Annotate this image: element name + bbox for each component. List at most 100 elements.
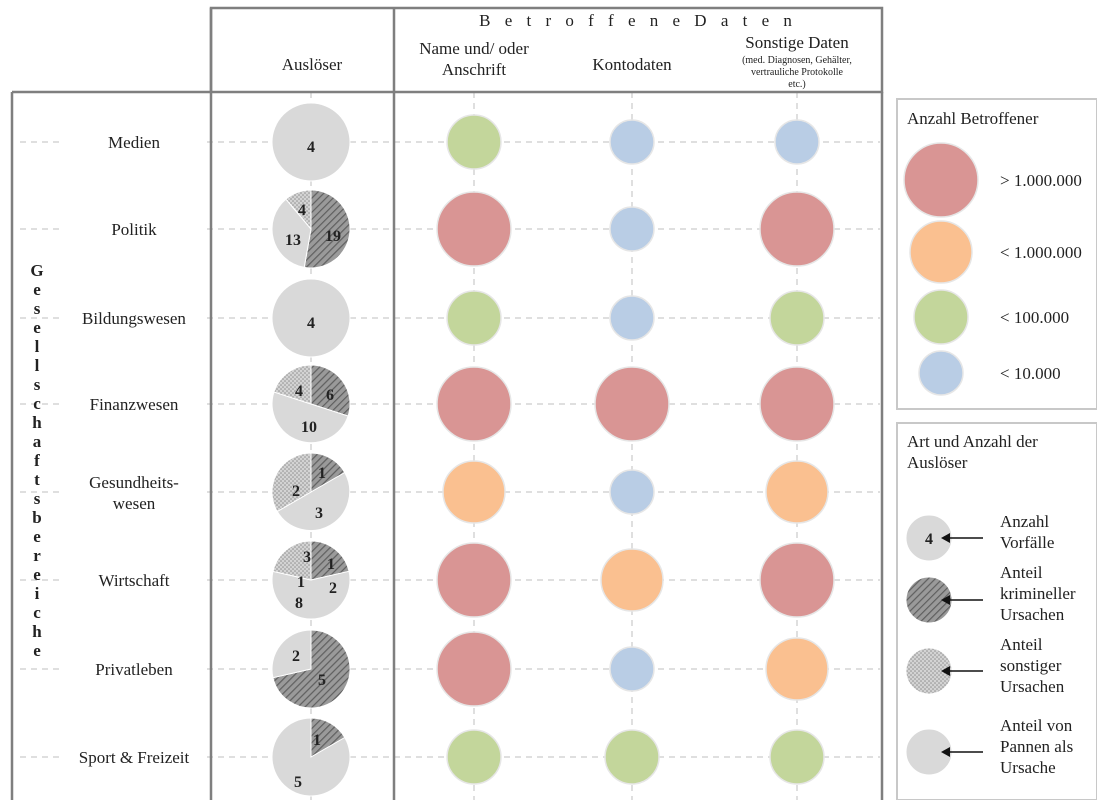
row-finanzwesen-label: Finanzwesen xyxy=(90,395,179,414)
header-cell-2 xyxy=(560,36,704,90)
row-wirtschaft-pie-label: 8 xyxy=(295,595,303,612)
row-finanzwesen-bubble-2 xyxy=(594,366,670,442)
row-sport-freizeit-label: Sport & Freizeit xyxy=(79,748,190,767)
row-medien-bubble-2 xyxy=(609,119,655,165)
legend-trigger-label-other: sonstiger xyxy=(1000,656,1062,675)
legend-trigger-label-mishap: Pannen als xyxy=(1000,737,1073,756)
row-axis-letter: i xyxy=(35,584,40,603)
legend-trigger-title: Art und Anzahl der xyxy=(907,432,1038,451)
row-wirtschaft-pie-mishap xyxy=(271,570,351,620)
legend-trigger-label-other: Ursachen xyxy=(1000,677,1065,696)
row-finanzwesen-pie-mishap xyxy=(271,391,349,444)
row-bildungswesen-pie-mishap xyxy=(271,278,351,358)
row-politik-pie-mishap xyxy=(271,198,312,268)
row-medien-label: Medien xyxy=(108,133,160,152)
row-axis-letter: e xyxy=(33,527,41,546)
row-politik-pie-label: 19 xyxy=(325,228,341,245)
row-privatleben-bubble-3 xyxy=(765,637,829,701)
legend-arrow-head-other xyxy=(941,666,950,676)
row-axis-letter: e xyxy=(33,565,41,584)
row-gesundheits-wesen-label-cell xyxy=(63,471,205,513)
legend-size-swatch-2 xyxy=(909,220,973,284)
header-column-label-3: Sonstige Daten xyxy=(745,33,849,52)
row-finanzwesen-pie-label: 6 xyxy=(326,387,334,404)
row-finanzwesen-pie-other xyxy=(273,364,312,405)
row-medien-bubble-3 xyxy=(774,119,820,165)
legend-trigger-label-criminal: krimineller xyxy=(1000,584,1076,603)
row-gesundheits-wesen-bubble-1 xyxy=(442,460,506,524)
row-politik-bubble-1 xyxy=(436,191,512,267)
row-axis-letter: e xyxy=(33,641,41,660)
row-gesundheits-wesen-pie-label: 1 xyxy=(318,465,326,482)
header-column-label-1: Name und/ oder xyxy=(419,39,529,58)
header-trigger-cell xyxy=(240,36,384,90)
marks-layer xyxy=(271,102,835,797)
row-bildungswesen-bubble-3 xyxy=(769,290,825,346)
row-politik-bubble-3 xyxy=(759,191,835,267)
row-wirtschaft-pie-label: 2 xyxy=(329,580,337,597)
row-medien-label-cell xyxy=(63,121,205,163)
legend-size-title: Anzahl Betroffener xyxy=(907,109,1039,128)
row-axis-letter: s xyxy=(34,489,41,508)
legend-trigger-example-count: 4 xyxy=(925,531,933,548)
row-gesundheits-wesen-pie-mishap xyxy=(276,471,351,531)
row-finanzwesen-pie-label: 4 xyxy=(295,383,303,400)
row-privatleben-pie-label: 5 xyxy=(318,672,326,689)
legend-size-swatch-3 xyxy=(913,289,969,345)
legend-trigger-label-criminal: Anteil xyxy=(1000,563,1043,582)
legend-size-label-4: < 10.000 xyxy=(1000,364,1061,383)
row-medien-pie-mishap xyxy=(271,102,351,182)
legend-trigger-title: Auslöser xyxy=(907,453,968,472)
row-axis-letter: s xyxy=(34,375,41,394)
row-privatleben-pie-mishap xyxy=(271,629,312,679)
legend-size-label-2: < 1.000.000 xyxy=(1000,243,1082,262)
row-sport-freizeit-label-cell xyxy=(63,736,205,778)
row-politik-pie-other xyxy=(285,189,312,231)
legend-trigger-label-mishap: Ursache xyxy=(1000,758,1056,777)
header-cell-1 xyxy=(402,36,546,90)
legend-arrow-head-criminal xyxy=(941,595,950,605)
row-privatleben-bubble-2 xyxy=(609,646,655,692)
row-medien-pie-label: 4 xyxy=(307,139,315,156)
row-finanzwesen-label-cell xyxy=(63,383,205,425)
row-axis-letter: l xyxy=(35,356,40,375)
legend-size-label-1: > 1.000.000 xyxy=(1000,171,1082,190)
legend-trigger-label-count: Vorfälle xyxy=(1000,533,1054,552)
row-wirtschaft-bubble-2 xyxy=(600,548,664,612)
row-axis-letter: f xyxy=(34,451,40,470)
row-gesundheits-wesen-label: Gesundheits- xyxy=(89,473,179,492)
row-politik-pie-label: 13 xyxy=(285,232,301,249)
legend-trigger-label-mishap: Anteil von xyxy=(1000,716,1073,735)
row-sport-freizeit-pie-mishap xyxy=(271,717,351,797)
row-axis-letter: c xyxy=(33,394,41,413)
row-axis-letter: s xyxy=(34,299,41,318)
row-gesundheits-wesen-bubble-2 xyxy=(609,469,655,515)
row-sport-freizeit-bubble-1 xyxy=(446,729,502,785)
header-column-label-1: Anschrift xyxy=(442,60,506,79)
header-trigger-label: Auslöser xyxy=(282,55,343,74)
row-axis-letter: h xyxy=(32,622,42,641)
legend-size-label-3: < 100.000 xyxy=(1000,308,1069,327)
row-gesundheits-wesen-pie-label: 2 xyxy=(292,483,300,500)
legend-trigger-label-other: Anteil xyxy=(1000,635,1043,654)
row-wirtschaft-pie-label: 1 xyxy=(327,556,335,573)
frame-layer xyxy=(10,6,884,800)
row-gesundheits-wesen-pie-other xyxy=(271,452,312,513)
row-axis-letter: t xyxy=(34,470,40,489)
row-axis-letter: r xyxy=(33,546,41,565)
header-column-note-3: vertrauliche Protokolle xyxy=(751,67,843,78)
row-privatleben-pie-label: 2 xyxy=(292,648,300,665)
row-sport-freizeit-pie-label: 5 xyxy=(294,774,302,791)
legend-size-swatch-1 xyxy=(903,142,979,218)
legend-layer: Anzahl Betroffener > 1.000.000 < 1.000.000… xyxy=(896,98,1097,800)
row-bildungswesen-bubble-1 xyxy=(446,290,502,346)
header-column-note-3: (med. Diagnosen, Gehälter, xyxy=(742,55,852,66)
row-sport-freizeit-pie-label: 1 xyxy=(313,732,321,749)
row-bildungswesen-label: Bildungswesen xyxy=(82,309,186,328)
row-politik-bubble-2 xyxy=(609,206,655,252)
row-gesundheits-wesen-pie-label: 3 xyxy=(315,505,323,522)
legend-arrow-head-count xyxy=(941,533,950,543)
row-bildungswesen-pie-label: 4 xyxy=(307,315,315,332)
row-wirtschaft-pie-label: 1 xyxy=(297,574,305,591)
